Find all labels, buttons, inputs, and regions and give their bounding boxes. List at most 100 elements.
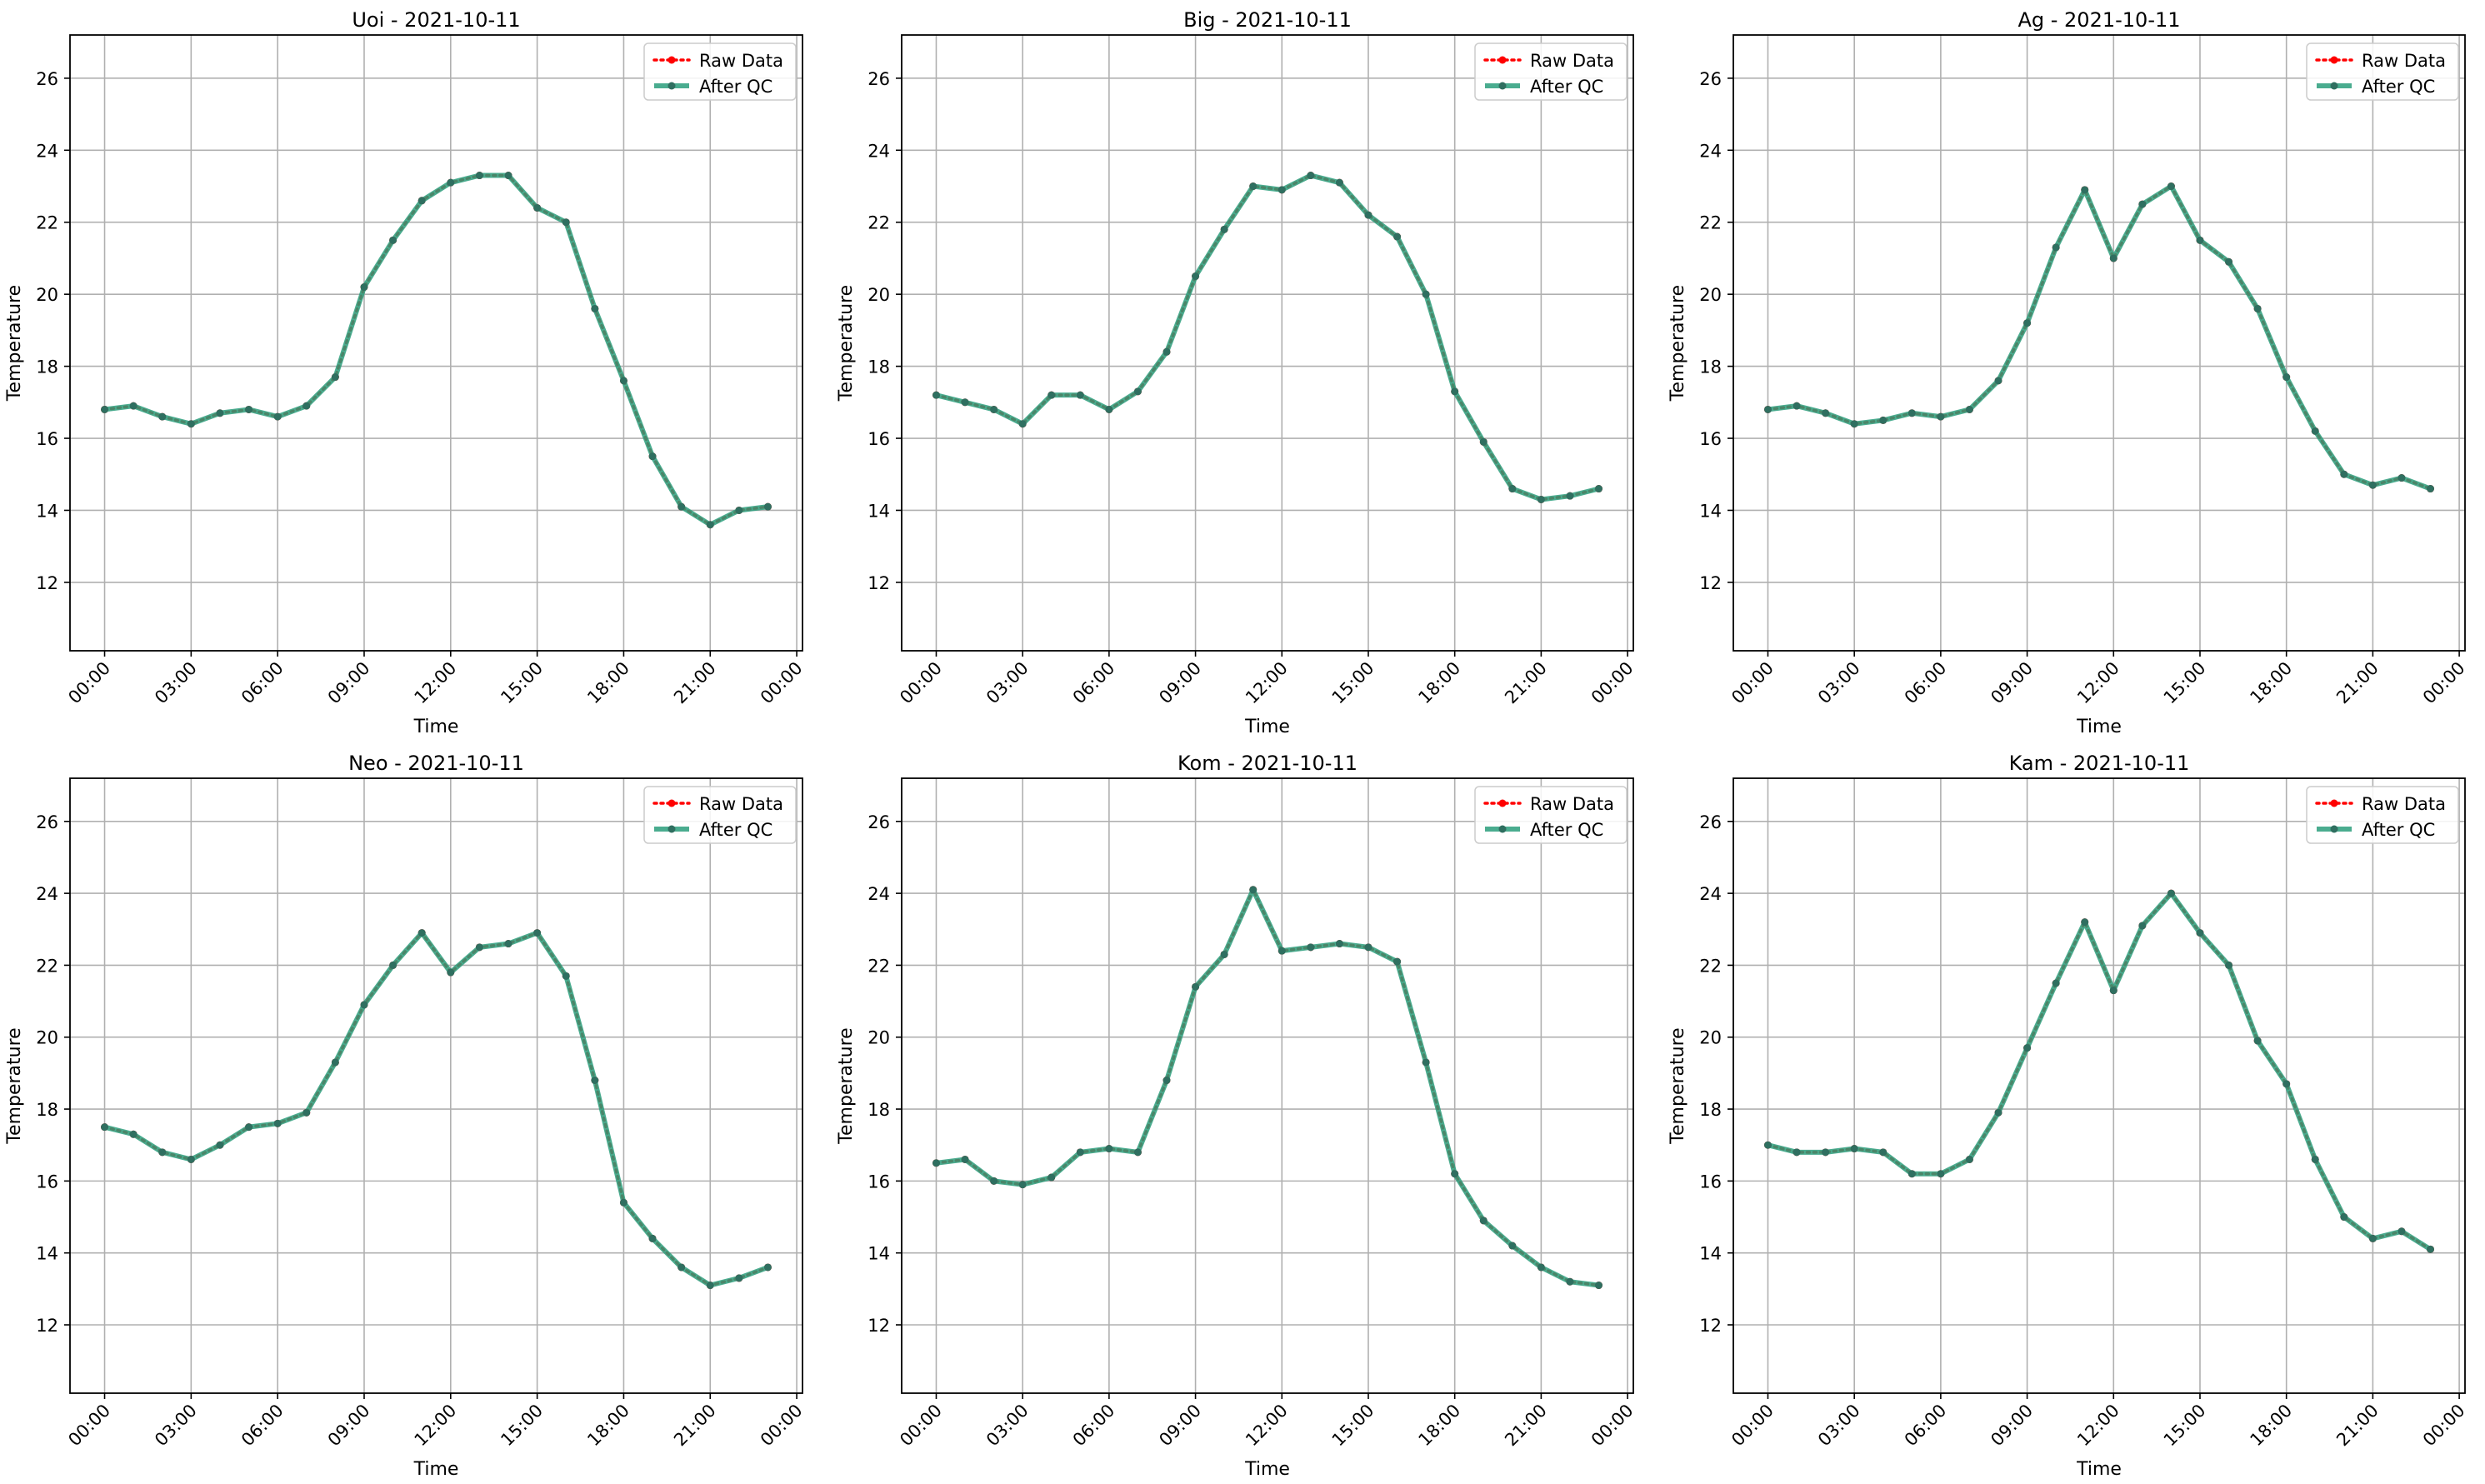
after-qc-point <box>1105 1145 1113 1153</box>
after-qc-point <box>1965 405 1973 413</box>
x-axis-label: Time <box>413 1459 459 1480</box>
after-qc-point <box>1566 1277 1574 1286</box>
after-qc-point <box>1763 405 1772 413</box>
y-tick-label: 26 <box>36 812 58 832</box>
legend-label-raw: Raw Data <box>2362 51 2446 71</box>
after-qc-point <box>2282 373 2291 382</box>
after-qc-point <box>1393 232 1402 241</box>
after-qc-point <box>2081 918 2089 927</box>
axes-frame <box>1732 777 2466 1394</box>
x-tick-label: 21:00 <box>1501 658 1551 708</box>
legend-qc-marker <box>668 82 676 90</box>
x-tick-label: 03:00 <box>151 658 201 708</box>
after-qc-point <box>2167 889 2175 897</box>
y-tick-label: 26 <box>868 69 890 89</box>
axes-frame <box>69 777 803 1394</box>
x-tick-label: 15:00 <box>497 1401 547 1451</box>
x-axis-label: Time <box>2076 1459 2122 1480</box>
after-qc-point <box>2052 979 2060 987</box>
legend-raw-marker <box>2330 799 2338 807</box>
x-tick-label: 18:00 <box>1414 1401 1464 1451</box>
x-tick-label: 15:00 <box>2160 1401 2210 1451</box>
y-tick-label: 12 <box>1699 573 1722 593</box>
after-qc-point <box>990 1177 998 1185</box>
y-tick-label: 22 <box>36 213 58 233</box>
x-tick-label: 03:00 <box>1814 1401 1864 1451</box>
after-qc-point <box>273 1119 282 1127</box>
x-tick-label: 21:00 <box>1501 1401 1551 1451</box>
after-qc-point <box>932 1159 940 1167</box>
y-tick-label: 16 <box>1699 429 1722 449</box>
x-tick-label: 00:00 <box>1588 1401 1638 1451</box>
after-qc-point <box>1162 347 1171 356</box>
after-qc-point <box>1192 982 1200 991</box>
legend-label-raw: Raw Data <box>2362 794 2446 814</box>
raw-data-line <box>934 886 1601 1287</box>
raw-data-line <box>934 173 1601 502</box>
after-qc-point <box>129 1130 138 1138</box>
after-qc-point <box>619 377 628 385</box>
after-qc-point <box>1508 1242 1517 1250</box>
after-qc-point <box>2109 254 2118 262</box>
after-qc-point <box>389 236 398 244</box>
after-qc-point <box>706 521 714 529</box>
after-qc-point <box>1133 1148 1142 1157</box>
after-qc-point <box>216 1141 224 1149</box>
after-qc-point <box>1133 387 1142 396</box>
after-qc-point <box>1937 412 1945 421</box>
after-qc-point <box>302 402 311 410</box>
y-axis-label: Temperature <box>836 1027 857 1144</box>
after-qc-point <box>1048 391 1056 399</box>
after-qc-point <box>678 502 686 511</box>
after-qc-point <box>504 172 512 180</box>
legend-label-qc: After QC <box>699 77 772 97</box>
after-qc-point <box>735 506 743 514</box>
after-qc-point <box>562 972 570 980</box>
x-tick-label: 09:00 <box>1155 658 1205 708</box>
after-qc-point <box>2109 987 2118 995</box>
x-tick-label: 09:00 <box>324 1401 374 1451</box>
legend-raw-marker <box>1498 799 1507 807</box>
y-tick-label: 26 <box>36 69 58 89</box>
x-tick-label: 00:00 <box>757 1401 807 1451</box>
after-qc-point <box>1595 1282 1603 1290</box>
y-tick-label: 14 <box>1699 501 1722 521</box>
after-qc-point <box>389 961 398 969</box>
y-tick-label: 14 <box>36 501 58 521</box>
after-qc-point <box>245 1123 253 1132</box>
y-axis-label: Temperature <box>4 1027 25 1144</box>
x-tick-label: 06:00 <box>238 1401 288 1451</box>
y-tick-label: 20 <box>868 1028 890 1048</box>
after-qc-point <box>1076 391 1084 399</box>
after-qc-point <box>533 203 542 212</box>
x-tick-label: 21:00 <box>2332 1401 2382 1451</box>
after-qc-point <box>648 1234 657 1242</box>
after-qc-point <box>1537 495 1545 503</box>
after-qc-point <box>2398 1227 2406 1236</box>
x-tick-label: 12:00 <box>411 1401 461 1451</box>
after-qc-point <box>101 405 109 413</box>
after-qc-point <box>1908 409 1916 417</box>
x-tick-label: 03:00 <box>151 1401 201 1451</box>
after-qc-point <box>1249 182 1258 191</box>
y-tick-label: 24 <box>1699 884 1722 904</box>
y-tick-label: 18 <box>868 357 890 377</box>
after-qc-point <box>216 409 224 417</box>
after-qc-point <box>990 405 998 413</box>
after-qc-point <box>1048 1173 1056 1182</box>
after-qc-point <box>2368 481 2377 489</box>
x-axis-label: Time <box>1244 1459 1290 1480</box>
legend-label-qc: After QC <box>1530 820 1603 840</box>
x-tick-label: 03:00 <box>982 658 1032 708</box>
after-qc-point <box>2282 1080 2291 1088</box>
after-qc-point <box>1451 1170 1459 1178</box>
y-tick-label: 22 <box>1699 956 1722 976</box>
after-qc-point <box>1879 416 1888 424</box>
y-tick-label: 20 <box>868 285 890 305</box>
after-qc-point <box>2311 1155 2319 1163</box>
chart-panel: Uoi - 2021-10-11 12 14 16 18 20 22 24 26 00:00 03:… <box>4 8 807 737</box>
after-qc-point <box>932 391 940 399</box>
after-qc-point <box>187 1155 195 1163</box>
legend: Raw Data After QC <box>2306 42 2459 101</box>
y-tick-label: 26 <box>1699 812 1722 832</box>
